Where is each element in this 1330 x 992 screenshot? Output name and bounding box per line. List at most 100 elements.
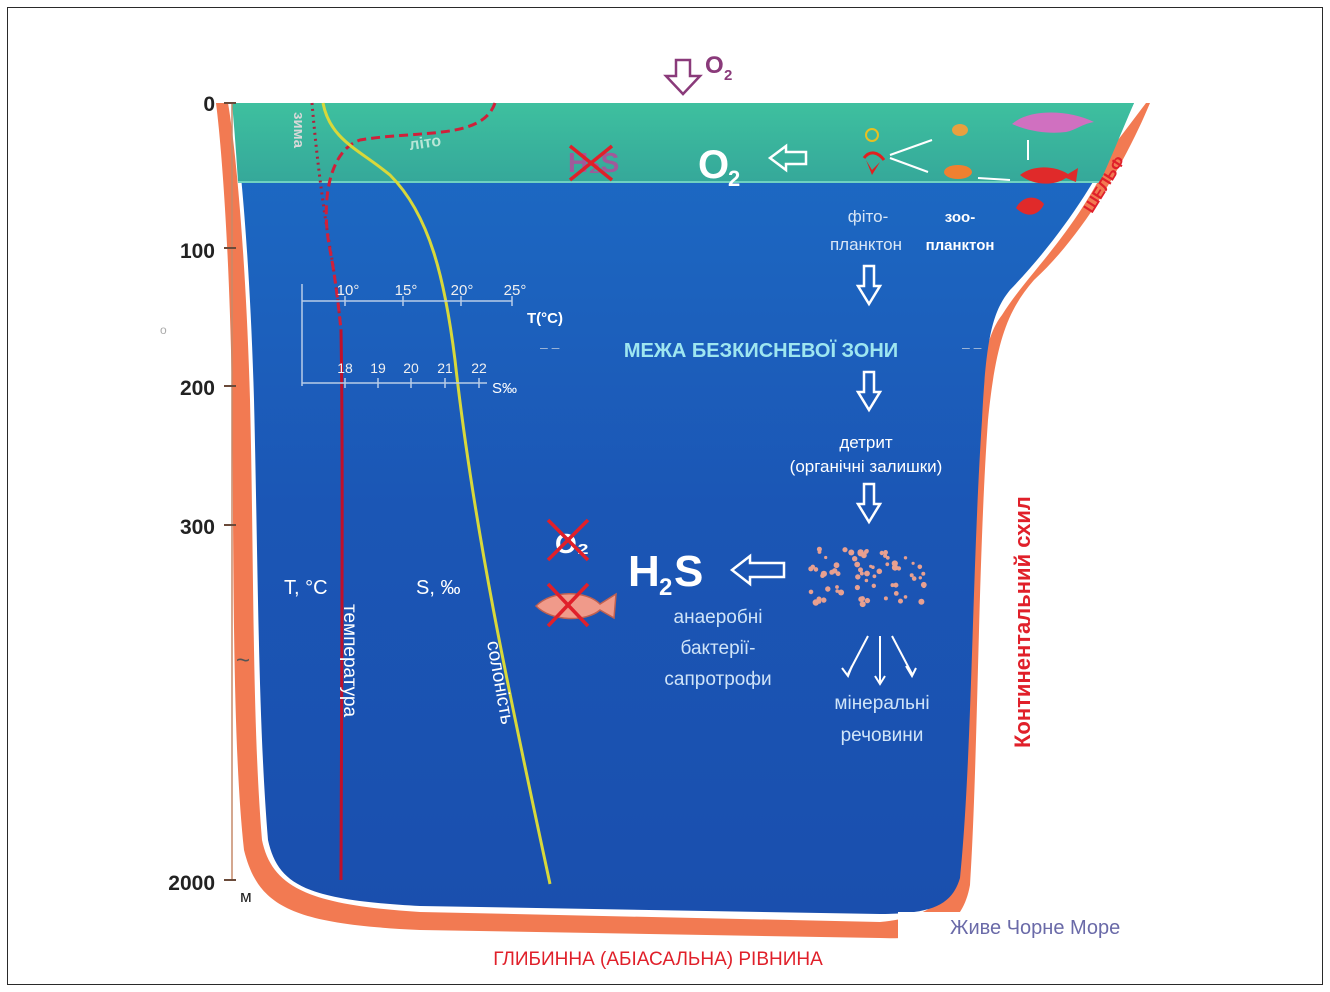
mineral-arrows [841, 635, 917, 686]
red-fish-icon [1016, 197, 1044, 215]
cross-icon-o2 [546, 518, 590, 562]
summer-label: літо [408, 133, 442, 154]
detritus-particle [832, 568, 838, 574]
surface-o2-subscript: 2 [728, 166, 740, 191]
phyto-label-2: планктон [830, 235, 902, 254]
down-arrow-icon-1 [855, 264, 883, 307]
slope-label: Континентальний схил [1010, 496, 1035, 748]
detritus-particle [858, 596, 864, 602]
left-arrow-icon [767, 143, 808, 173]
detritus-particle [825, 586, 831, 592]
detritus-particle [893, 591, 899, 596]
depth-ticks [224, 102, 236, 881]
cross-icon [568, 144, 614, 182]
figure-frame [7, 7, 1323, 985]
left-arrow-icon-deep [729, 553, 786, 587]
phytoplankton-icon [862, 128, 886, 175]
down-arrow-icon-2 [855, 370, 883, 413]
detritus-particle [842, 547, 848, 553]
credit-label: Живе Чорне Море [950, 917, 1120, 939]
detritus-particle [808, 566, 814, 572]
detritus-particle [854, 561, 861, 568]
bacteria-label-1: анаеробні [674, 607, 763, 628]
cross-icon-fish [546, 582, 590, 628]
sal-tick-19: 19 [370, 360, 386, 376]
detritus-particle [885, 555, 890, 560]
detritus-particle [852, 556, 858, 562]
depth-tick-2000: 2000 [168, 872, 215, 895]
detritus-particle [848, 549, 855, 556]
zoo-label-2: планктон [926, 237, 995, 254]
detritus-particle [858, 567, 863, 573]
depth-unit: м [240, 887, 252, 906]
depth-tick-300: 300 [180, 516, 215, 539]
sal-scale-label: S‰ [492, 380, 517, 397]
deep-h2s-label: H [628, 547, 660, 596]
depth-tick-200: 200 [180, 377, 215, 400]
temp-tick-10: 10° [337, 282, 360, 299]
detritus-particle [890, 583, 895, 588]
detritus-particle [921, 571, 926, 576]
winter-label: зима [290, 112, 307, 149]
detritus-particle [883, 553, 888, 558]
detritus-particle [817, 550, 822, 554]
detritus-particle [883, 550, 888, 555]
fish-icon [1020, 167, 1078, 184]
surface-o2-label: O [698, 143, 729, 187]
detritus-particle [879, 550, 884, 556]
surface-layer [232, 103, 1134, 182]
detritus-particle [911, 576, 917, 581]
detritus-particle [835, 571, 841, 577]
detritus-particle [909, 573, 914, 578]
phyto-label-1: фіто- [848, 207, 888, 226]
summer-temp-curve [324, 102, 497, 331]
stray-degree-mark: o [160, 323, 167, 337]
detritus-particle [911, 561, 915, 565]
detritus-particle [817, 599, 822, 604]
detritus-particle [816, 546, 822, 552]
down-arrow-icon [663, 58, 703, 96]
salinity-scale-ticks [344, 378, 480, 388]
detritus-particle [917, 564, 923, 570]
detritus-particle [835, 589, 839, 593]
detritus-particle [891, 564, 899, 571]
detritus-particle [833, 562, 840, 569]
detritus-particle [859, 601, 866, 608]
detritus-particle [872, 574, 877, 579]
temp-tick-20: 20° [451, 282, 474, 299]
detritus-particle [854, 584, 861, 591]
detritus-particle [835, 585, 839, 589]
detritus-label: детрит [839, 433, 893, 452]
deep-h2s-tail: S [674, 547, 703, 596]
detritus-particle [918, 598, 925, 605]
zooplankton-icon [944, 124, 972, 179]
axis-break-icon: ~ [236, 647, 250, 674]
detritus-particle [857, 549, 864, 556]
top-o2-subscript: 2 [724, 67, 732, 84]
detritus-particle [855, 574, 861, 580]
sal-tick-22: 22 [471, 360, 487, 376]
deep-water [232, 103, 1134, 914]
temperature-label: температура [339, 604, 360, 717]
deep-h2s-subscript: 2 [659, 574, 672, 601]
detritus-particle [871, 583, 876, 588]
minerals-label-2: речовини [841, 725, 924, 746]
temp-tick-15: 15° [395, 282, 418, 299]
detritus-particle [885, 562, 890, 567]
bacteria-label-3: сапротрофи [664, 669, 771, 690]
temperature-curve [339, 329, 344, 881]
detritus-particle [864, 570, 870, 577]
detritus-particle [813, 567, 819, 572]
detritus-particle [883, 596, 888, 601]
zoo-label-1: зоо- [945, 209, 975, 226]
detritus-particle [864, 597, 871, 604]
depth-tick-100: 100 [180, 240, 215, 263]
detritus-particle [808, 589, 814, 595]
top-o2-label: O [705, 52, 724, 79]
detritus-particle [859, 571, 864, 576]
detritus-particle [864, 549, 869, 554]
credit-backdrop [898, 912, 1160, 942]
detritus-particle [918, 576, 922, 580]
boundary-dash-left: – – [540, 339, 560, 355]
